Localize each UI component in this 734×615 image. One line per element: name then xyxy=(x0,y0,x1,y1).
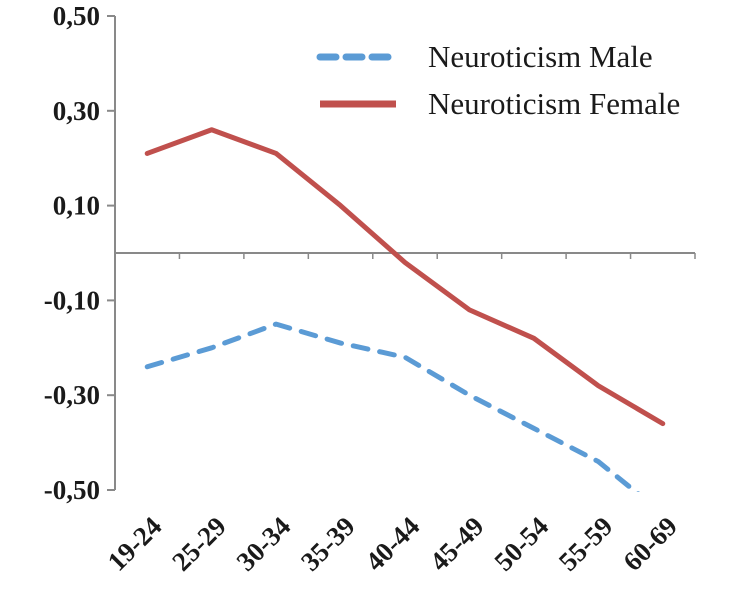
x-tick-label: 50-54 xyxy=(488,511,554,577)
x-tick-label: 30-34 xyxy=(231,511,297,577)
legend-label-female: Neuroticism Female xyxy=(428,86,680,121)
x-tick-label: 35-39 xyxy=(295,511,361,577)
x-tick-label: 60-69 xyxy=(617,511,683,577)
x-tick-label: 40-44 xyxy=(359,511,425,577)
y-tick-label: 0,30 xyxy=(53,96,100,126)
x-tick-label: 25-29 xyxy=(166,511,232,577)
y-tick-label: -0,50 xyxy=(44,475,100,505)
series-group xyxy=(144,127,666,492)
y-tick-label: -0,10 xyxy=(44,285,100,315)
series-line-female xyxy=(144,127,666,427)
y-tick-label: -0,30 xyxy=(44,380,100,410)
x-tick-label: 55-59 xyxy=(553,511,619,577)
y-tick-label: 0,10 xyxy=(53,191,100,221)
legend-label-male: Neuroticism Male xyxy=(428,39,653,74)
x-tick-label: 45-49 xyxy=(424,511,490,577)
series-line-male xyxy=(144,321,640,492)
x-tick-label: 19-24 xyxy=(102,511,168,577)
y-tick-label: 0,50 xyxy=(53,1,100,31)
